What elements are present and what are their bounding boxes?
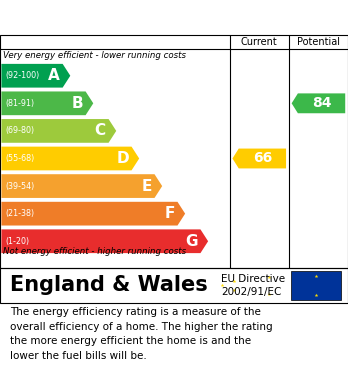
Text: D: D (116, 151, 129, 166)
Polygon shape (292, 93, 345, 113)
Text: B: B (71, 96, 83, 111)
Text: (21-38): (21-38) (6, 209, 35, 218)
Text: (69-80): (69-80) (6, 126, 35, 135)
Text: The energy efficiency rating is a measure of the
overall efficiency of a home. T: The energy efficiency rating is a measur… (10, 307, 273, 361)
Text: G: G (185, 234, 198, 249)
Text: 84: 84 (312, 96, 331, 110)
Text: Energy Efficiency Rating: Energy Efficiency Rating (10, 9, 239, 27)
Polygon shape (1, 91, 93, 115)
Text: (55-68): (55-68) (6, 154, 35, 163)
Polygon shape (1, 147, 139, 170)
FancyBboxPatch shape (291, 271, 341, 300)
Text: England & Wales: England & Wales (10, 275, 208, 296)
Text: A: A (48, 68, 60, 83)
Text: Not energy efficient - higher running costs: Not energy efficient - higher running co… (3, 247, 187, 256)
Text: EU Directive
2002/91/EC: EU Directive 2002/91/EC (221, 274, 285, 297)
Polygon shape (1, 64, 70, 88)
Text: (1-20): (1-20) (6, 237, 30, 246)
Text: Very energy efficient - lower running costs: Very energy efficient - lower running co… (3, 52, 187, 61)
Text: Potential: Potential (297, 37, 340, 47)
Text: C: C (95, 124, 106, 138)
Polygon shape (1, 119, 116, 143)
Polygon shape (232, 149, 286, 169)
Text: (92-100): (92-100) (6, 71, 40, 80)
Text: (39-54): (39-54) (6, 181, 35, 190)
Text: F: F (164, 206, 175, 221)
Polygon shape (1, 202, 185, 226)
Polygon shape (1, 174, 162, 198)
Text: Current: Current (241, 37, 278, 47)
Text: 66: 66 (253, 151, 272, 165)
Polygon shape (1, 230, 208, 253)
Text: E: E (141, 179, 152, 194)
Text: (81-91): (81-91) (6, 99, 35, 108)
